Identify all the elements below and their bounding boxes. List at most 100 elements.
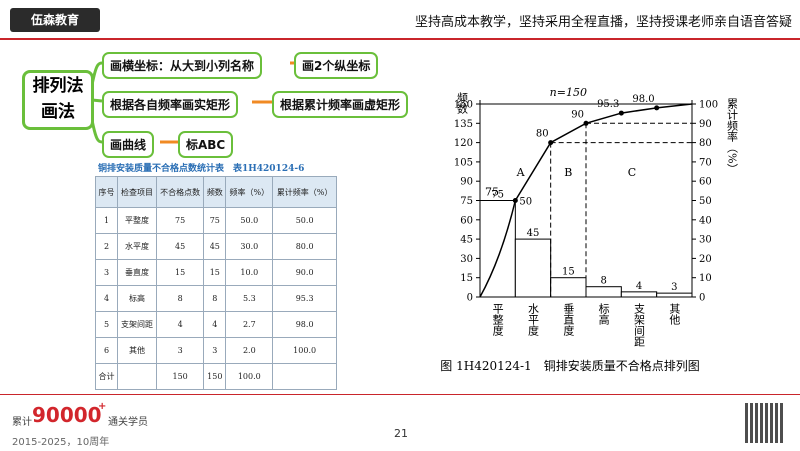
logo: 伍森教育 [10, 8, 100, 32]
bar [585, 286, 622, 298]
cell: 1 [94, 207, 119, 234]
y-tick-label: 135 [454, 119, 473, 130]
mindmap-node: 画曲线 [102, 131, 155, 158]
x-tick-label: 其他 [668, 303, 681, 325]
cell [272, 363, 337, 390]
y2-tick-label: 10 [699, 273, 712, 284]
y-tick-label: 120 [454, 138, 473, 149]
annotation: 75 [485, 186, 499, 199]
y2-tick-label: 80 [699, 138, 712, 149]
bar [656, 292, 693, 298]
mindmap-node: 画横坐标：从大到小列名称 [102, 52, 263, 79]
footer-suffix: 通关学员 [108, 417, 148, 428]
y2-tick-label: 40 [699, 215, 712, 226]
y-tick-label: 15 [460, 273, 473, 284]
header-cell: 累计频率（%） [272, 176, 337, 208]
cell: 10.0 [225, 259, 274, 286]
y2-tick-label: 60 [699, 177, 712, 188]
x-tick-label: 水平度 [527, 303, 540, 337]
cell: 100.0 [272, 337, 337, 364]
chart-caption: 图 1H420124-1 铜排安装质量不合格点排列图 [440, 358, 699, 373]
y-tick-label: 45 [460, 235, 473, 246]
cell: 30.0 [225, 233, 274, 260]
cell: 8 [203, 285, 227, 312]
bar-label: 8 [600, 276, 606, 287]
cell: 98.0 [272, 311, 337, 338]
cell: 6 [94, 337, 119, 364]
cell: 80.0 [272, 233, 337, 260]
cell: 8 [155, 285, 205, 312]
chart: 0 15 30 45 60 75 90 105 120 135 150 0 10 20 30 40 50 60 70… [440, 86, 739, 373]
y2-tick-label: 0 [699, 293, 705, 304]
cell: 2.0 [225, 337, 274, 364]
cell: 45 [203, 233, 227, 260]
cumulative-label: 50 [519, 197, 532, 208]
cell: 95.3 [272, 285, 337, 312]
qr-code [745, 403, 785, 443]
curve-start [479, 200, 517, 298]
table-header: 序号 检查项目 不合格点数 频数 频率（%） 累计频率（%） [94, 176, 337, 208]
cell: 90.0 [272, 259, 337, 286]
footer-prefix: 累计 [12, 417, 32, 428]
bar-label: 15 [562, 267, 575, 278]
y2-axis-title: 累计频率（%） [726, 98, 739, 175]
footer-plus: + [98, 401, 107, 412]
footer: 累计 90000 + 通关学员 2015-2025，10周年 21 [0, 394, 800, 451]
cumulative-point [654, 105, 660, 111]
page-number: 21 [394, 427, 408, 440]
bar [550, 277, 587, 298]
y-tick-label: 150 [454, 100, 473, 111]
header-cell: 频率（%） [225, 176, 274, 208]
cell: 2 [94, 233, 119, 260]
cell: 45 [155, 233, 205, 260]
y2-tick-label: 90 [699, 119, 712, 130]
footer-count: 90000 [32, 403, 102, 427]
y-axis-title: 频数 [456, 91, 469, 115]
bar-label: 3 [671, 282, 677, 293]
cell: 其他 [117, 337, 157, 364]
table-row: 1 平整度 75 75 50.0 50.0 [94, 207, 337, 234]
cumulative-label: 90 [571, 109, 584, 120]
cell: 3 [203, 337, 227, 364]
cumulative-label: 98.0 [632, 94, 654, 105]
table-row: 2 水平度 45 45 30.0 80.0 [94, 233, 337, 260]
header-cell: 不合格点数 [155, 176, 205, 208]
annotation: C [628, 166, 636, 179]
table-title: 铜排安装质量不合格点数统计表 表1H420124-6 [98, 164, 305, 174]
header-cell: 检查项目 [117, 176, 157, 208]
cumulative-line [514, 103, 693, 201]
cell: 75 [155, 207, 205, 234]
table: 序号 检查项目 不合格点数 频数 频率（%） 累计频率（%） 1 平整度 75 75 50.0 50.… [94, 176, 337, 390]
cell: 100.0 [225, 363, 274, 390]
bar [479, 200, 516, 298]
y2-tick-label: 20 [699, 254, 712, 265]
mindmap-node: 根据累计频率画虚矩形 [272, 91, 409, 118]
bar-label: 75 [491, 190, 504, 201]
cell: 3 [155, 337, 205, 364]
header: 伍森教育 坚持高成本教学，坚持采用全程直播，坚持授课老师亲自语音答疑 [0, 0, 800, 40]
y2-tick-label: 50 [699, 196, 712, 207]
y-tick-label: 30 [460, 254, 473, 265]
annotation: A [516, 166, 526, 179]
mindmap-node: 标ABC [178, 131, 234, 158]
mindmap-node: 画2个纵坐标 [294, 52, 379, 79]
mindmap-center: 排列法画法 [22, 70, 94, 130]
cell: 50.0 [272, 207, 337, 234]
table-row: 5 支架间距 4 4 2.7 98.0 [94, 311, 337, 338]
cell: 75 [203, 207, 227, 234]
x-tick-label: 垂直度 [562, 303, 575, 337]
cell: 标高 [117, 285, 157, 312]
y-tick-label: 0 [467, 293, 473, 304]
cell: 5 [94, 311, 119, 338]
cell: 支架间距 [117, 311, 157, 338]
x-tick-label: 标高 [597, 302, 610, 326]
cell: 4 [155, 311, 205, 338]
cell [117, 363, 157, 390]
annotation: n=150 [550, 86, 587, 99]
mindmap-node: 根据各自频率画实矩形 [102, 91, 239, 118]
header-cell: 频数 [203, 176, 227, 208]
header-slogan: 坚持高成本教学，坚持采用全程直播，坚持授课老师亲自语音答疑 [414, 15, 792, 30]
cell: 50.0 [225, 207, 274, 234]
header-cell: 序号 [94, 176, 119, 208]
